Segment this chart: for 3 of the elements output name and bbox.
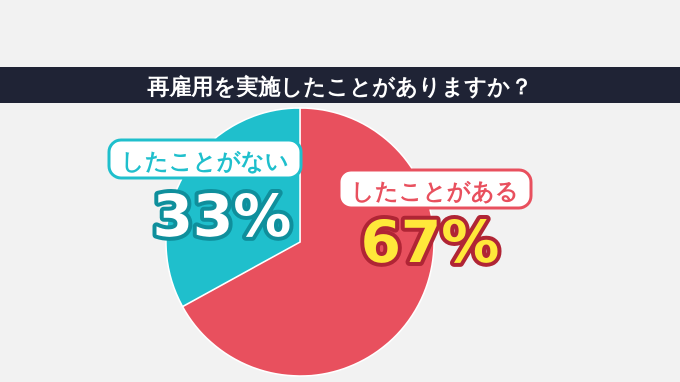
chart-title: 再雇用を実施したことがありますか？: [146, 74, 532, 100]
slice-label: したことがある: [351, 179, 519, 205]
slice-label: したことがない: [121, 149, 289, 175]
